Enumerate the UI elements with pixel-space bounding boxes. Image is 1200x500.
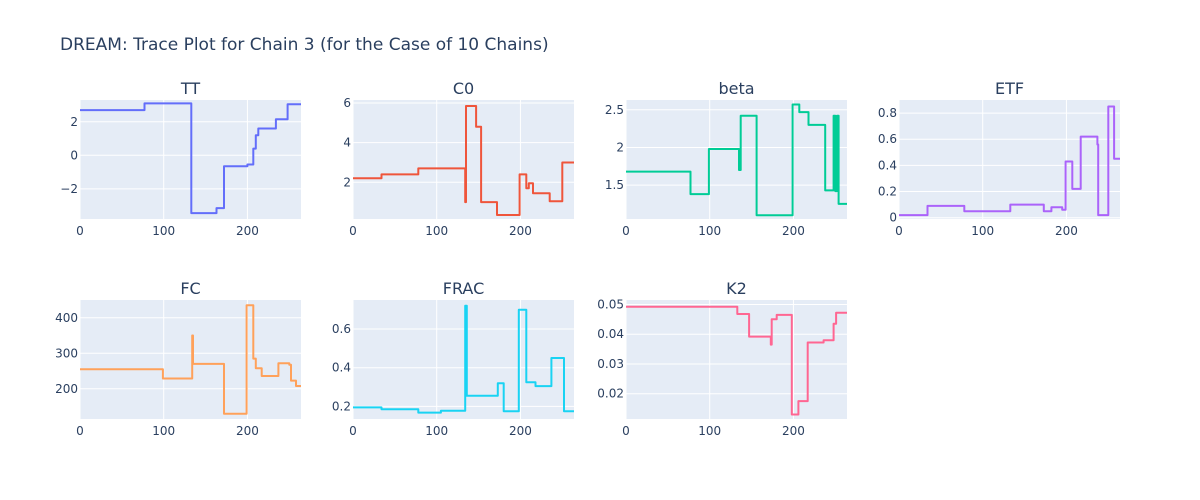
- trace-line-tt: [80, 102, 301, 215]
- x-tick-label: 100: [698, 224, 721, 238]
- y-tick-label: 200: [55, 382, 78, 396]
- y-tick-label: 0.2: [332, 399, 351, 413]
- x-tick-label: 200: [509, 224, 532, 238]
- subplot-title: FRAC: [443, 279, 485, 298]
- y-tick-label: 0.2: [878, 185, 897, 199]
- subplot-fc: 0 100 200 200 300 400 FC: [55, 279, 301, 438]
- x-tick-label: 0: [76, 224, 84, 238]
- subplot-etf: 0 100 200 0 0.2 0.4 0.6 0.8 ETF: [878, 79, 1120, 238]
- trace-line-fc: [80, 304, 301, 415]
- y-tick-label: 2.5: [605, 103, 624, 117]
- y-tick-label: 0.05: [597, 297, 624, 311]
- x-tick-label: 0: [349, 224, 357, 238]
- subplot-c0: 0 100 200 2 4 6 C0: [343, 79, 574, 238]
- y-tick-label: 0.6: [332, 322, 351, 336]
- x-tick-label: 100: [425, 224, 448, 238]
- x-tick-label: 100: [152, 224, 175, 238]
- trace-line-beta: [626, 103, 847, 217]
- y-tick-label: 0: [70, 148, 78, 162]
- subplot-title: beta: [718, 79, 754, 98]
- y-tick-label: 2: [70, 115, 78, 129]
- y-tick-label: 0.04: [597, 327, 624, 341]
- subplot-beta: 0 100 200 1.5 2 2.5 beta: [605, 79, 847, 238]
- plot-area: [626, 300, 847, 419]
- figure-title: DREAM: Trace Plot for Chain 3 (for the C…: [60, 35, 549, 55]
- x-tick-label: 100: [425, 424, 448, 438]
- x-tick-label: 200: [782, 224, 805, 238]
- plot-area: [80, 300, 301, 419]
- subplot-title: K2: [726, 279, 747, 298]
- x-tick-label: 0: [76, 424, 84, 438]
- trace-line-etf: [899, 105, 1120, 217]
- x-tick-label: 200: [782, 424, 805, 438]
- x-tick-label: 200: [236, 424, 259, 438]
- y-tick-label: 2: [343, 175, 351, 189]
- x-tick-label: 0: [895, 224, 903, 238]
- trace-line-k2: [626, 305, 847, 416]
- y-tick-label: 0.03: [597, 357, 624, 371]
- x-tick-label: 0: [622, 224, 630, 238]
- subplot-frac: 0 100 200 0.2 0.4 0.6 FRAC: [332, 279, 574, 438]
- subplot-panels: 0 100 200 2 0 −2 TT 0 100 200 2 4 6 C0 0 100 200 1.5 2 2.5 b…: [55, 79, 1120, 438]
- y-tick-label: 0.6: [878, 132, 897, 146]
- x-tick-label: 200: [509, 424, 532, 438]
- plot-area: [353, 300, 574, 419]
- y-tick-label: 4: [343, 136, 351, 150]
- plot-area: [626, 100, 847, 219]
- x-tick-label: 0: [622, 424, 630, 438]
- x-tick-label: 0: [349, 424, 357, 438]
- y-tick-label: 400: [55, 311, 78, 325]
- y-tick-label: −2: [60, 182, 78, 196]
- x-tick-label: 200: [236, 224, 259, 238]
- y-tick-label: 2: [616, 140, 624, 154]
- y-tick-label: 300: [55, 346, 78, 360]
- subplot-tt: 0 100 200 2 0 −2 TT: [60, 79, 301, 238]
- subplot-k2: 0 100 200 0.02 0.03 0.04 0.05 K2: [597, 279, 847, 438]
- subplot-title: ETF: [995, 79, 1024, 98]
- x-tick-label: 100: [152, 424, 175, 438]
- y-tick-label: 0.4: [332, 361, 351, 375]
- trace-line-frac: [353, 304, 574, 414]
- subplot-title: TT: [180, 79, 200, 98]
- x-tick-label: 200: [1055, 224, 1078, 238]
- y-tick-label: 1.5: [605, 178, 624, 192]
- y-tick-label: 0: [889, 211, 897, 225]
- y-tick-label: 0.4: [878, 158, 897, 172]
- subplot-title: C0: [453, 79, 474, 98]
- y-tick-label: 6: [343, 96, 351, 110]
- x-tick-label: 100: [971, 224, 994, 238]
- y-tick-label: 0.02: [597, 387, 624, 401]
- plot-area: [353, 100, 574, 219]
- subplot-title: FC: [180, 279, 200, 298]
- x-tick-label: 100: [698, 424, 721, 438]
- plot-area: [899, 100, 1120, 219]
- y-tick-label: 0.8: [878, 106, 897, 120]
- trace-line-c0: [353, 105, 574, 216]
